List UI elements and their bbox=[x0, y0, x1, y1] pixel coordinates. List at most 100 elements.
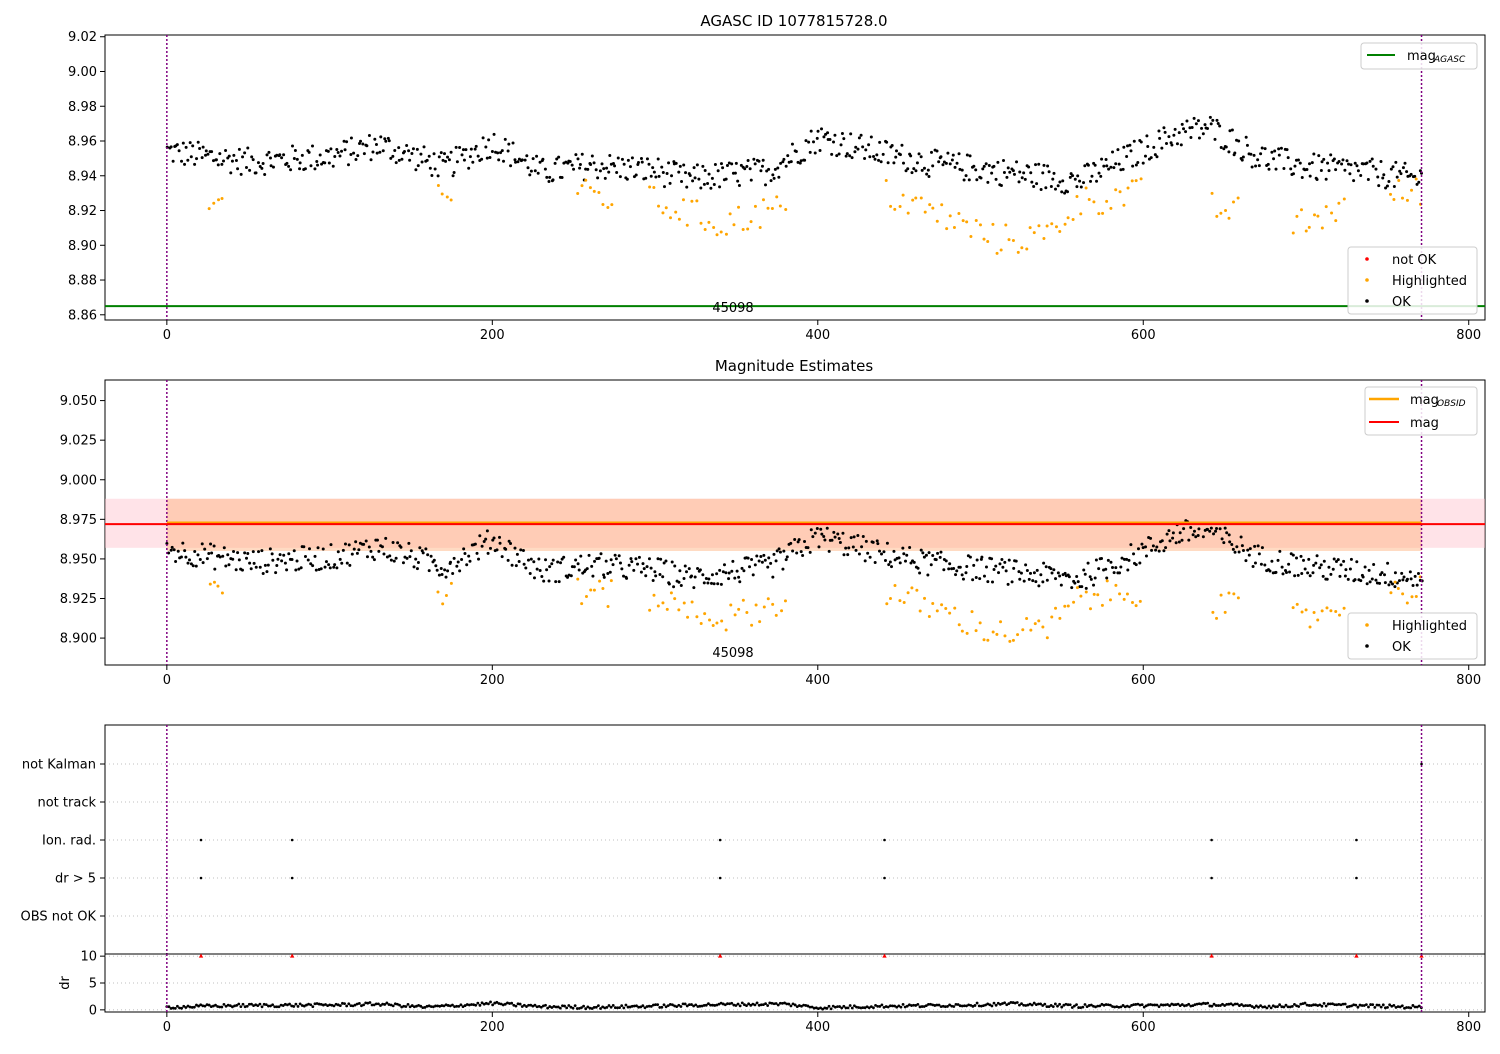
data-point bbox=[592, 1005, 596, 1009]
data-point bbox=[228, 1004, 232, 1008]
data-point bbox=[1252, 153, 1256, 157]
data-point bbox=[953, 606, 957, 610]
data-point bbox=[1092, 1004, 1095, 1008]
data-point bbox=[247, 1002, 251, 1006]
data-point bbox=[548, 565, 552, 569]
data-point bbox=[410, 151, 414, 155]
data-point bbox=[597, 1004, 600, 1008]
data-point bbox=[1122, 203, 1126, 207]
data-point bbox=[1144, 1004, 1148, 1008]
data-point bbox=[674, 161, 678, 165]
data-point bbox=[556, 560, 560, 564]
data-point bbox=[266, 1004, 270, 1008]
data-point bbox=[1192, 116, 1196, 120]
data-point bbox=[774, 613, 778, 617]
data-point bbox=[300, 1004, 304, 1007]
data-point bbox=[1072, 600, 1076, 604]
data-point bbox=[658, 1006, 662, 1009]
data-point bbox=[1119, 1005, 1123, 1009]
data-point bbox=[988, 1003, 992, 1007]
data-point bbox=[1206, 1001, 1210, 1005]
data-point bbox=[1316, 1004, 1320, 1007]
data-point bbox=[702, 581, 706, 585]
data-point bbox=[177, 149, 181, 153]
data-point bbox=[313, 167, 317, 171]
data-point bbox=[482, 540, 486, 544]
data-point bbox=[1122, 145, 1126, 149]
data-point bbox=[605, 1005, 609, 1009]
data-point bbox=[1029, 171, 1033, 175]
data-point bbox=[204, 149, 208, 153]
data-point bbox=[1171, 531, 1175, 535]
data-point bbox=[193, 549, 197, 553]
data-point bbox=[727, 571, 731, 575]
data-point bbox=[207, 207, 211, 211]
data-point bbox=[891, 1004, 894, 1008]
data-point bbox=[1219, 593, 1223, 597]
data-point bbox=[940, 603, 944, 607]
data-point bbox=[244, 166, 248, 170]
data-point bbox=[1117, 1005, 1121, 1009]
data-point bbox=[1240, 1003, 1243, 1006]
data-point bbox=[868, 555, 872, 559]
data-point bbox=[1390, 582, 1394, 586]
data-point bbox=[455, 1004, 459, 1008]
data-point bbox=[1377, 184, 1381, 188]
data-point bbox=[373, 137, 377, 141]
data-point bbox=[777, 547, 781, 551]
data-point bbox=[898, 153, 902, 157]
data-point bbox=[425, 1004, 429, 1008]
data-point bbox=[442, 1004, 446, 1008]
data-point bbox=[880, 552, 884, 556]
data-point bbox=[449, 560, 453, 564]
data-point bbox=[1219, 146, 1223, 150]
data-point bbox=[1104, 567, 1108, 571]
data-point bbox=[1312, 152, 1316, 156]
data-point bbox=[1080, 585, 1084, 589]
data-point bbox=[379, 135, 383, 139]
data-point bbox=[1017, 180, 1021, 184]
data-point bbox=[538, 160, 542, 164]
data-point bbox=[1160, 146, 1164, 150]
data-point bbox=[846, 1006, 850, 1010]
data-point bbox=[618, 175, 622, 179]
y-tick-label: 9.050 bbox=[60, 394, 97, 409]
data-point bbox=[979, 557, 983, 561]
data-point bbox=[1180, 1003, 1184, 1006]
data-point bbox=[207, 552, 211, 556]
data-point bbox=[216, 163, 220, 167]
data-point bbox=[535, 154, 539, 158]
data-point bbox=[1223, 526, 1227, 530]
data-point bbox=[1105, 164, 1109, 168]
data-point bbox=[1394, 160, 1398, 164]
data-point bbox=[481, 136, 485, 140]
data-point bbox=[576, 562, 580, 566]
data-point bbox=[661, 601, 665, 605]
data-point bbox=[628, 1005, 632, 1009]
x-axis-ticks: 0 200 400 600 800 bbox=[163, 320, 1481, 343]
data-point bbox=[473, 147, 477, 151]
data-point bbox=[264, 1003, 268, 1006]
data-point bbox=[547, 179, 551, 183]
data-point bbox=[757, 559, 761, 563]
data-point bbox=[1105, 576, 1109, 580]
data-point bbox=[519, 548, 523, 552]
data-point bbox=[196, 553, 200, 557]
data-point bbox=[912, 167, 916, 171]
y-tick-label: 10 bbox=[80, 950, 97, 965]
data-point bbox=[923, 210, 927, 214]
data-point bbox=[1170, 1002, 1174, 1006]
data-point bbox=[318, 153, 322, 157]
data-point bbox=[1240, 158, 1244, 162]
data-point bbox=[1221, 1002, 1224, 1006]
data-point bbox=[467, 166, 471, 170]
data-point bbox=[456, 560, 460, 564]
data-point bbox=[1296, 573, 1300, 577]
data-point bbox=[1003, 560, 1007, 564]
data-point bbox=[1097, 212, 1101, 216]
data-point bbox=[946, 1005, 949, 1008]
data-point bbox=[935, 609, 939, 613]
data-point bbox=[252, 1004, 255, 1008]
data-point bbox=[568, 159, 572, 163]
x-tick-label: 600 bbox=[1131, 673, 1156, 688]
